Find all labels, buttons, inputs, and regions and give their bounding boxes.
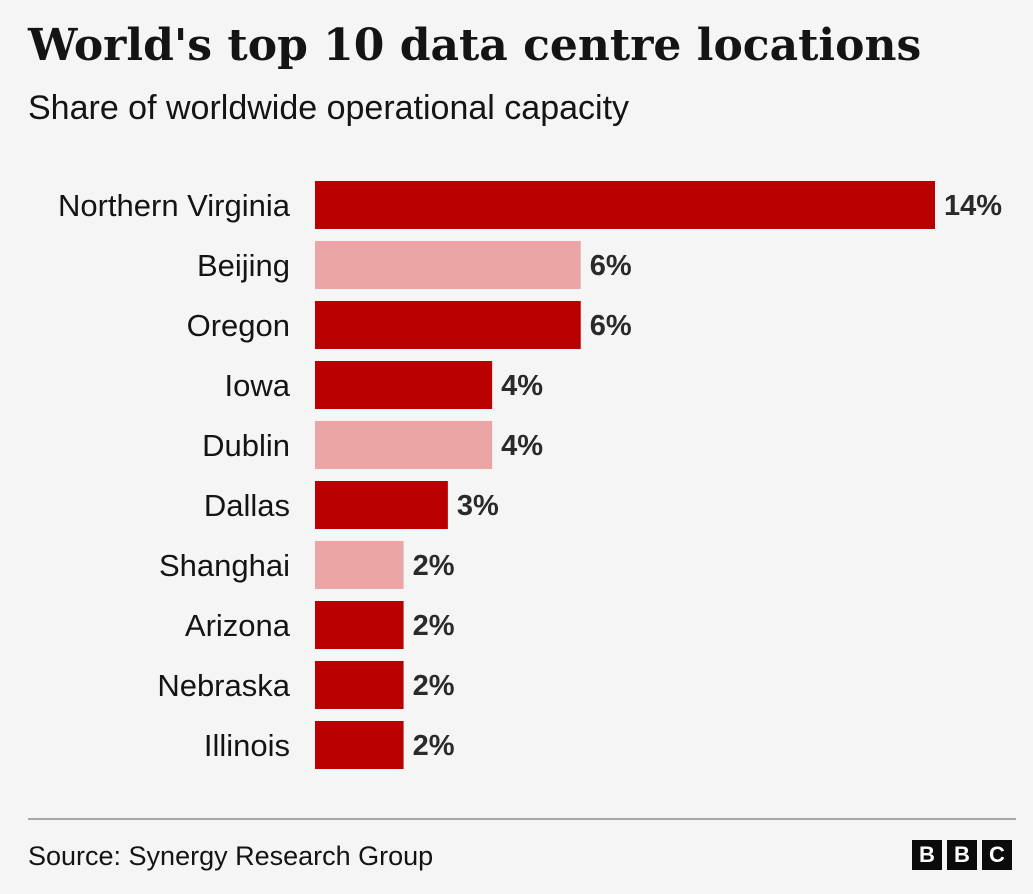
bar-chart: Northern Virginia 14% Beijing 6% Oregon 6% Iow…: [58, 181, 1002, 769]
category-label: Oregon: [187, 308, 290, 343]
bar: [315, 661, 404, 709]
bar: [315, 301, 581, 349]
bar: [315, 721, 404, 769]
bar: [315, 601, 404, 649]
category-label: Iowa: [225, 368, 291, 403]
bar: [315, 241, 581, 289]
footer-divider: [28, 818, 1016, 820]
category-label: Dallas: [204, 488, 290, 523]
bbc-logo-letter: B: [912, 840, 942, 870]
value-label: 4%: [501, 370, 543, 402]
value-label: 4%: [501, 430, 543, 462]
category-label: Illinois: [204, 728, 290, 763]
category-label: Arizona: [185, 608, 291, 643]
bar: [315, 541, 404, 589]
value-label: 2%: [413, 610, 455, 642]
category-label: Northern Virginia: [58, 188, 291, 223]
bar: [315, 361, 493, 409]
chart-subtitle: Share of worldwide operational capacity: [28, 89, 630, 127]
bar: [315, 481, 448, 529]
bbc-logo-letter: C: [982, 840, 1012, 870]
value-label: 2%: [413, 730, 455, 762]
bbc-logo-letter: B: [947, 840, 977, 870]
bar: [315, 181, 935, 229]
category-label: Dublin: [202, 428, 290, 463]
value-label: 3%: [457, 490, 499, 522]
bar: [315, 421, 493, 469]
value-label: 6%: [590, 310, 632, 342]
value-label: 2%: [413, 550, 455, 582]
value-label: 2%: [413, 670, 455, 702]
bbc-logo: B B C: [912, 840, 1012, 870]
value-label: 6%: [590, 250, 632, 282]
category-label: Nebraska: [157, 668, 290, 703]
category-label: Shanghai: [159, 548, 290, 583]
chart-title: World's top 10 data centre locations: [28, 20, 922, 71]
source-note: Source: Synergy Research Group: [28, 841, 434, 871]
category-label: Beijing: [197, 248, 290, 283]
value-label: 14%: [944, 190, 1002, 222]
